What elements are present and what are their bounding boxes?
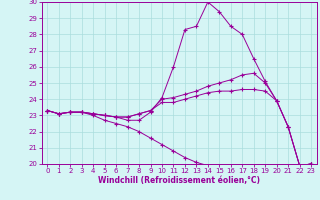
- X-axis label: Windchill (Refroidissement éolien,°C): Windchill (Refroidissement éolien,°C): [98, 176, 260, 185]
